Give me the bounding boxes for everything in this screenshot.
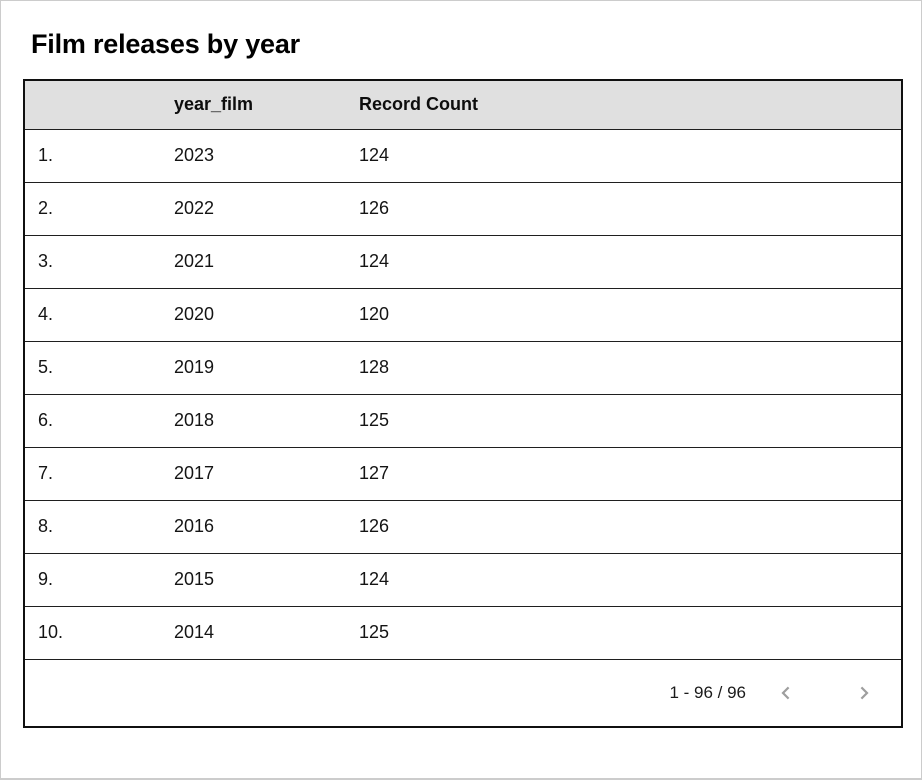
table-row[interactable]: 1. 2023 124	[24, 129, 902, 183]
table-row[interactable]: 3. 2021 124	[24, 235, 902, 289]
cell-record-count: 127	[342, 447, 902, 501]
cell-record-count: 125	[342, 606, 902, 660]
row-index: 5.	[24, 341, 158, 395]
column-header-record-count[interactable]: Record Count	[342, 80, 902, 130]
row-index: 9.	[24, 553, 158, 607]
table-footer-row: 1 - 96 / 96	[24, 659, 902, 727]
row-index: 2.	[24, 182, 158, 236]
row-index: 7.	[24, 447, 158, 501]
data-table: year_film Record Count 1. 2023 124 2. 20…	[23, 79, 903, 728]
chevron-right-icon	[860, 686, 869, 700]
table-row[interactable]: 2. 2022 126	[24, 182, 902, 236]
cell-record-count: 126	[342, 182, 902, 236]
cell-year-film: 2023	[158, 129, 342, 183]
pagination: 1 - 96 / 96	[25, 660, 901, 727]
cell-year-film: 2022	[158, 182, 342, 236]
cell-year-film: 2020	[158, 288, 342, 342]
cell-record-count: 124	[342, 553, 902, 607]
cell-year-film: 2021	[158, 235, 342, 289]
table-row[interactable]: 8. 2016 126	[24, 500, 902, 554]
pagination-range: 1 - 96 / 96	[669, 682, 746, 702]
column-header-row-number[interactable]	[24, 80, 158, 130]
cell-record-count: 126	[342, 500, 902, 554]
row-index: 10.	[24, 606, 158, 660]
cell-record-count: 120	[342, 288, 902, 342]
chart-title: Film releases by year	[31, 29, 300, 59]
pagination-prev-button[interactable]	[762, 669, 810, 717]
column-header-year-film[interactable]: year_film	[158, 80, 342, 130]
row-index: 8.	[24, 500, 158, 554]
chevron-left-icon	[781, 686, 790, 700]
cell-record-count: 125	[342, 394, 902, 448]
cell-year-film: 2016	[158, 500, 342, 554]
pagination-next-button[interactable]	[840, 669, 888, 717]
row-index: 1.	[24, 129, 158, 183]
cell-year-film: 2019	[158, 341, 342, 395]
cell-record-count: 128	[342, 341, 902, 395]
table-row[interactable]: 4. 2020 120	[24, 288, 902, 342]
cell-year-film: 2015	[158, 553, 342, 607]
table-header-row: year_film Record Count	[24, 80, 902, 130]
cell-year-film: 2018	[158, 394, 342, 448]
table-row[interactable]: 10. 2014 125	[24, 606, 902, 660]
row-index: 6.	[24, 394, 158, 448]
table-row[interactable]: 5. 2019 128	[24, 341, 902, 395]
row-index: 3.	[24, 235, 158, 289]
row-index: 4.	[24, 288, 158, 342]
cell-year-film: 2014	[158, 606, 342, 660]
table-row[interactable]: 6. 2018 125	[24, 394, 902, 448]
table-row[interactable]: 7. 2017 127	[24, 447, 902, 501]
table-row[interactable]: 9. 2015 124	[24, 553, 902, 607]
cell-year-film: 2017	[158, 447, 342, 501]
cell-record-count: 124	[342, 235, 902, 289]
cell-record-count: 124	[342, 129, 902, 183]
